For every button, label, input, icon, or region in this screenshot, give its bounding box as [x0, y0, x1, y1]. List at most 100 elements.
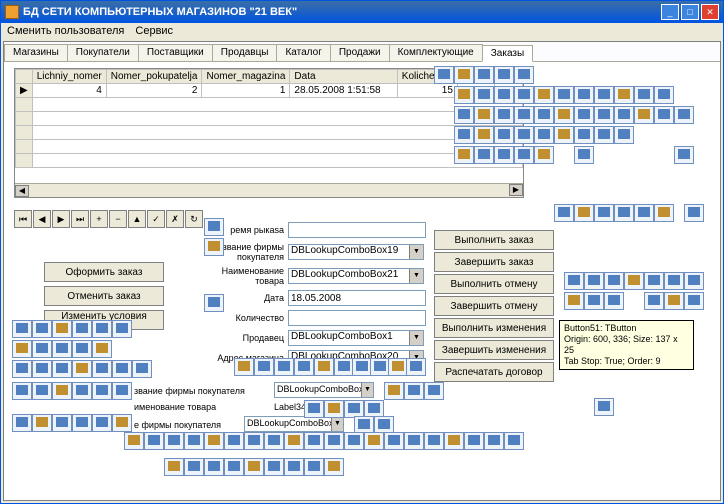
btn-raspechatat[interactable]: Распечатать договор: [434, 362, 554, 382]
btn-oformit[interactable]: Оформить заказ: [44, 262, 164, 282]
grid-scrollbar[interactable]: ◀ ▶: [15, 183, 523, 197]
component-icon[interactable]: [424, 432, 444, 450]
component-icon[interactable]: [604, 292, 624, 310]
component-icon[interactable]: [204, 294, 224, 312]
component-icon[interactable]: [164, 458, 184, 476]
component-icon[interactable]: [32, 382, 52, 400]
component-icon[interactable]: [164, 432, 184, 450]
component-icon[interactable]: [614, 204, 634, 222]
component-icon[interactable]: [554, 126, 574, 144]
component-icon[interactable]: [92, 360, 112, 378]
component-icon[interactable]: [664, 272, 684, 290]
component-icon[interactable]: [624, 272, 644, 290]
component-icon[interactable]: [684, 292, 704, 310]
scroll-left-icon[interactable]: ◀: [15, 185, 29, 197]
combo-b1[interactable]: DBLookupComboBox22▼: [274, 382, 374, 398]
component-icon[interactable]: [224, 432, 244, 450]
component-icon[interactable]: [334, 358, 354, 376]
tab-komplekt[interactable]: Комплектующие: [389, 44, 483, 61]
component-icon[interactable]: [184, 432, 204, 450]
component-icon[interactable]: [304, 432, 324, 450]
component-icon[interactable]: [72, 340, 92, 358]
nav-refresh[interactable]: ↻: [185, 210, 203, 228]
combo-prodavets[interactable]: DBLookupComboBox1▼: [288, 330, 424, 346]
chevron-down-icon[interactable]: ▼: [331, 417, 343, 431]
component-icon[interactable]: [324, 400, 344, 418]
component-icon[interactable]: [434, 66, 454, 84]
component-icon[interactable]: [284, 432, 304, 450]
inp-kolvo[interactable]: [288, 310, 426, 326]
combo-b3[interactable]: DBLookupComboBox24▼: [244, 416, 344, 432]
component-icon[interactable]: [574, 204, 594, 222]
component-icon[interactable]: [554, 204, 574, 222]
tab-postavshiki[interactable]: Поставщики: [138, 44, 213, 61]
component-icon[interactable]: [294, 358, 314, 376]
component-icon[interactable]: [52, 360, 72, 378]
tab-magaziny[interactable]: Магазины: [4, 44, 68, 61]
menu-item-service[interactable]: Сервис: [135, 25, 173, 37]
component-icon[interactable]: [594, 106, 614, 124]
component-icon[interactable]: [594, 398, 614, 416]
component-icon[interactable]: [614, 106, 634, 124]
component-icon[interactable]: [144, 432, 164, 450]
component-icon[interactable]: [614, 126, 634, 144]
col-data[interactable]: Data: [290, 70, 397, 84]
component-icon[interactable]: [32, 340, 52, 358]
close-button[interactable]: ✕: [701, 4, 719, 20]
component-icon[interactable]: [72, 414, 92, 432]
component-icon[interactable]: [574, 86, 594, 104]
nav-del[interactable]: −: [109, 210, 127, 228]
component-icon[interactable]: [32, 414, 52, 432]
component-icon[interactable]: [204, 238, 224, 256]
component-icon[interactable]: [554, 106, 574, 124]
component-icon[interactable]: [654, 204, 674, 222]
component-icon[interactable]: [454, 66, 474, 84]
component-icon[interactable]: [474, 66, 494, 84]
component-icon[interactable]: [112, 320, 132, 338]
tab-zakazy[interactable]: Заказы: [482, 45, 533, 62]
component-icon[interactable]: [92, 320, 112, 338]
component-icon[interactable]: [474, 106, 494, 124]
component-icon[interactable]: [564, 272, 584, 290]
table-row[interactable]: ▶ 4 2 1 28.05.2008 1:51:58 15 55 ДВК: [16, 84, 523, 98]
component-icon[interactable]: [584, 292, 604, 310]
component-icon[interactable]: [284, 458, 304, 476]
chevron-down-icon[interactable]: ▼: [409, 331, 423, 345]
component-icon[interactable]: [204, 218, 224, 236]
component-icon[interactable]: [244, 432, 264, 450]
component-icon[interactable]: [132, 360, 152, 378]
maximize-button[interactable]: □: [681, 4, 699, 20]
component-icon[interactable]: [604, 272, 624, 290]
component-icon[interactable]: [112, 414, 132, 432]
component-icon[interactable]: [12, 340, 32, 358]
component-icon[interactable]: [554, 86, 574, 104]
component-icon[interactable]: [514, 126, 534, 144]
component-icon[interactable]: [32, 360, 52, 378]
component-icon[interactable]: [384, 432, 404, 450]
component-icon[interactable]: [574, 126, 594, 144]
component-icon[interactable]: [514, 146, 534, 164]
component-icon[interactable]: [534, 86, 554, 104]
component-icon[interactable]: [514, 86, 534, 104]
component-icon[interactable]: [384, 382, 404, 400]
component-icon[interactable]: [494, 146, 514, 164]
component-icon[interactable]: [574, 106, 594, 124]
btn-zavershit-otmenu[interactable]: Завершить отмену: [434, 296, 554, 316]
menu-item-user[interactable]: Сменить пользователя: [7, 25, 124, 37]
component-icon[interactable]: [594, 126, 614, 144]
combo-firm[interactable]: DBLookupComboBox19▼: [288, 244, 424, 260]
component-icon[interactable]: [654, 86, 674, 104]
component-icon[interactable]: [224, 458, 244, 476]
component-icon[interactable]: [52, 414, 72, 432]
component-icon[interactable]: [92, 382, 112, 400]
component-icon[interactable]: [234, 358, 254, 376]
component-icon[interactable]: [644, 292, 664, 310]
component-icon[interactable]: [534, 126, 554, 144]
component-icon[interactable]: [454, 126, 474, 144]
btn-zavershit-zakaz[interactable]: Завершить заказ: [434, 252, 554, 272]
component-icon[interactable]: [514, 106, 534, 124]
component-icon[interactable]: [634, 86, 654, 104]
component-icon[interactable]: [112, 382, 132, 400]
btn-otmenit[interactable]: Отменить заказ: [44, 286, 164, 306]
component-icon[interactable]: [370, 358, 390, 376]
